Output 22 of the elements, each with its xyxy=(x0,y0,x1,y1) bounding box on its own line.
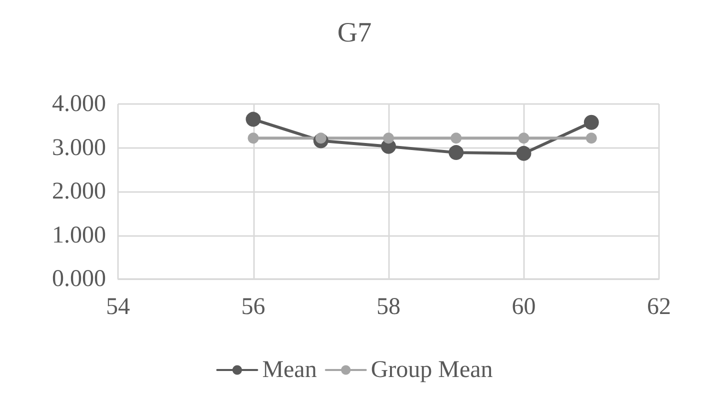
y-tick-label: 3.000 xyxy=(52,134,106,161)
x-tick-label: 62 xyxy=(647,294,671,320)
x-tick-label: 56 xyxy=(241,294,266,320)
y-tick-label: 1.000 xyxy=(52,222,106,248)
point xyxy=(248,132,259,144)
point xyxy=(516,146,532,161)
y-tick-label: 0.000 xyxy=(52,266,106,292)
y-tick-label: 4.000 xyxy=(52,91,106,117)
point xyxy=(586,132,597,144)
legend-label: Group Mean xyxy=(370,357,493,383)
legend-label: Mean xyxy=(262,357,317,383)
point xyxy=(383,132,394,144)
x-tick-label: 60 xyxy=(512,294,536,320)
point xyxy=(450,132,462,144)
y-tick-label: 2.000 xyxy=(52,178,106,204)
x-tick-label: 54 xyxy=(106,294,130,320)
point xyxy=(584,114,599,130)
point xyxy=(448,145,464,160)
point xyxy=(518,132,530,144)
chart-title: G7 xyxy=(337,18,372,48)
point xyxy=(246,112,261,127)
x-tick-label: 58 xyxy=(376,294,400,320)
